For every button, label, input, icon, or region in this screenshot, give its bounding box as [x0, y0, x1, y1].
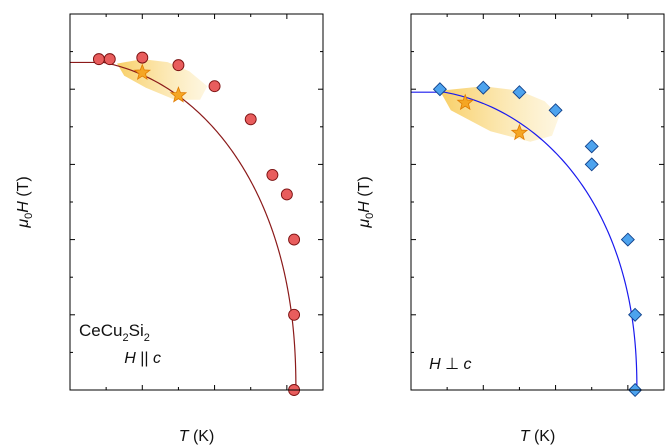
y-axis-unit: (T) [15, 176, 32, 201]
plot-frame [410, 13, 665, 391]
fflo-star-marker [456, 93, 474, 111]
condition-symbol: || [136, 350, 153, 367]
condition-field: H [429, 356, 441, 373]
data-point-diamond [628, 307, 643, 322]
condition-symbol: ⊥ [441, 356, 464, 373]
x-axis-variable: T [179, 428, 190, 445]
data-point-circle [244, 113, 257, 126]
chart-panel-b: T (K)μ0H (T)H ⊥ c [356, 13, 665, 445]
data-point-diamond [432, 82, 447, 97]
x-axis-label: T (K) [520, 428, 556, 445]
field-orientation-label: H || c [124, 350, 161, 367]
y-axis-label: μ0H (T) [356, 176, 376, 228]
compound-subscript: 2 [123, 332, 129, 344]
data-point-circle [136, 51, 149, 64]
fflo-star-marker [133, 63, 151, 81]
compound-subscript: 2 [144, 332, 150, 344]
data-point-diamond [584, 139, 599, 154]
y-axis-prefix: μ [356, 219, 373, 229]
y-axis-prefix: μ [15, 219, 32, 229]
condition-field: H [124, 350, 136, 367]
data-point-diamond [620, 232, 635, 247]
data-point-diamond [512, 85, 527, 100]
data-point-circle [288, 233, 301, 246]
phase-boundary-line [70, 61, 297, 390]
data-point-circle [288, 308, 301, 321]
y-axis-subscript: 0 [23, 213, 35, 219]
compound-formula: CeCu2Si2 [79, 321, 150, 344]
y-axis-variable: H [15, 201, 32, 213]
y-axis-label: μ0H (T) [15, 176, 35, 228]
x-axis-label: T (K) [179, 428, 215, 445]
data-point-circle [266, 168, 279, 181]
compound-part: CeCu [79, 321, 122, 340]
y-axis-subscript: 0 [364, 213, 376, 219]
x-axis-unit: (K) [530, 428, 556, 445]
field-orientation-label: H ⊥ c [429, 356, 471, 373]
phase-boundary-line [411, 91, 638, 390]
fflo-star-marker [510, 123, 529, 141]
condition-axis: c [153, 350, 161, 367]
condition-axis: c [463, 356, 471, 373]
y-axis-unit: (T) [356, 176, 373, 201]
data-point-circle [172, 59, 185, 72]
data-point-circle [280, 188, 293, 201]
data-point-diamond [584, 157, 599, 172]
x-axis-variable: T [520, 428, 531, 445]
fflo-region [117, 59, 208, 100]
data-point-circle [103, 53, 116, 66]
x-axis-unit: (K) [189, 428, 215, 445]
compound-part: Si [129, 321, 144, 340]
data-point-circle [208, 80, 221, 93]
data-point-diamond [548, 103, 563, 118]
fflo-star-marker [169, 86, 188, 103]
data-point-circle [92, 53, 105, 66]
y-axis-variable: H [356, 201, 373, 213]
data-point-diamond [476, 80, 491, 95]
